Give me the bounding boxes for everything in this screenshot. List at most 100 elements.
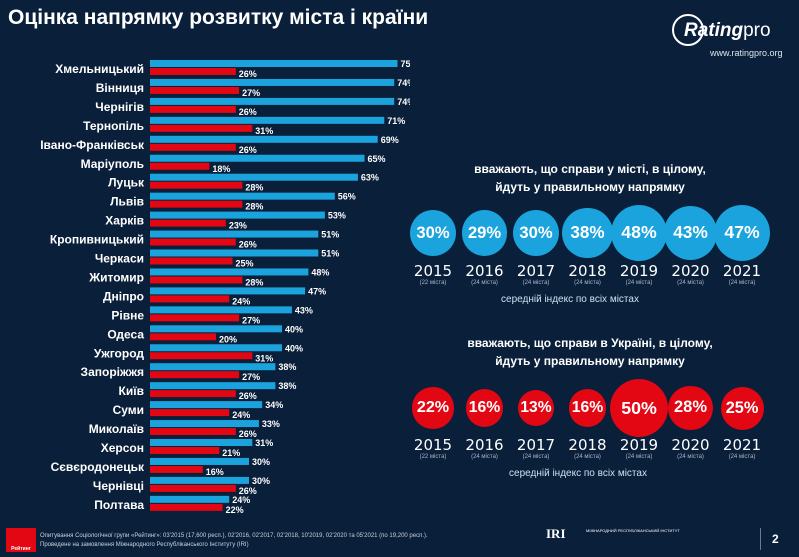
stat-year: 2015 [413,436,453,454]
footer-line-2: Проведене на замовлення Міжнародного Рес… [40,542,249,548]
category-label: Сєвєродонецьк [51,460,145,474]
city-bar-value: 34% [265,400,283,410]
city-bar [150,230,319,238]
country-bar [150,200,243,208]
stat-circle: 16% [465,389,504,427]
stat-circle: 30% [513,210,559,256]
stat-note: (24 міста) [574,280,601,286]
city-bar [150,192,335,200]
city-bar-value: 31% [255,438,273,448]
country-bar-value: 22% [226,505,244,515]
country-bar-value: 31% [255,353,273,363]
stat-circle: 38% [562,207,613,259]
country-bar-value: 28% [245,277,263,287]
iri-logo: IRI [546,526,566,541]
stat-circle: 13% [518,390,554,426]
category-label: Харків [105,214,144,228]
country-bar-value: 20% [219,334,237,344]
city-stats-heading: вважають, що справи у місті, в цілому, й… [474,162,706,194]
country-bar-value: 21% [222,448,240,458]
stat-circle: 28% [668,385,713,431]
country-bar [150,447,220,454]
footer-line-1: Опитування Соціологічної групи «Рейтинг»… [40,533,428,539]
city-bar-value: 51% [321,230,339,240]
country-bar-value: 23% [229,221,247,231]
category-label: Кропивницький [50,233,144,247]
city-bar-value: 24% [232,495,250,505]
stat-year: 2018 [568,436,607,454]
country-bar-value: 25% [236,259,254,269]
stat-circle: 30% [410,210,456,256]
stat-year: 2021 [722,262,762,280]
city-bar-value: 33% [262,419,280,429]
city-bar [150,268,309,276]
city-bar-value: 40% [285,324,303,334]
country-bar-value: 28% [245,183,263,193]
city-bar-value: 74% [397,78,410,88]
country-bar [150,352,253,360]
category-label: Черкаси [95,252,144,266]
stat-note: (24 міста) [677,280,704,286]
category-label: Житомир [88,270,144,284]
stat-year: 2017 [516,436,556,454]
country-bar [150,428,236,436]
city-bar-value: 63% [361,173,379,183]
category-label: Дніпро [103,289,144,303]
stat-year: 2020 [671,262,710,280]
country-bar-value: 26% [239,391,257,401]
city-bar-value: 40% [285,343,303,353]
stat-circle: 22% [412,387,454,429]
stat-year: 2016 [465,436,504,454]
city-bar-value: 30% [252,457,270,467]
stat-circle: 48% [610,204,668,262]
country-avg-label: середній індекс по всіх містах [509,468,647,479]
stat-note: (24 міста) [625,280,653,286]
country-bar [150,503,223,511]
footer-source: Опитування Соціологічної групи «Рейтинг»… [40,532,428,550]
stat-note: (24 міста) [728,454,756,460]
city-bar-value: 74% [397,97,410,107]
city-bar-value: 38% [278,362,296,372]
country-bar-value: 27% [242,315,260,325]
category-label: Чернівці [93,479,144,493]
city-bar-value: 65% [368,154,386,164]
city-bar [150,173,358,181]
footer-divider [760,528,761,550]
city-bar [150,211,325,219]
stat-note: (24 міста) [471,280,498,286]
city-bar-value: 48% [311,267,329,277]
category-label: Херсон [101,441,144,455]
stat-year: 2016 [465,262,504,280]
country-bar-value: 26% [239,145,257,155]
category-label: Хмельницький [55,62,144,76]
country-bar-value: 26% [239,107,257,117]
stat-circle: 16% [568,389,607,427]
country-bar-value: 28% [245,202,263,212]
category-label: Маріуполь [81,157,144,171]
page-number: 2 [772,532,779,546]
country-bar [150,484,236,492]
country-bar-value: 24% [232,296,250,306]
stat-year: 2015 [413,262,453,280]
country-bar-value: 26% [239,69,257,79]
stat-note: (24 міста) [574,454,601,460]
category-label: Одеса [107,327,144,341]
stat-note: (24 міста) [522,454,550,460]
city-bar-chart: Хмельницький 75% 26% Вінниця 74% 27% Чернігів 7… [40,59,410,515]
category-label: Луцьк [108,176,145,190]
city-bar [150,439,253,446]
stat-year: 2019 [619,436,659,454]
city-bar-value: 56% [338,192,356,202]
country-bar [150,257,233,265]
country-bar [150,238,236,246]
country-bar [150,371,240,379]
country-bar [150,162,210,170]
city-bar-value: 30% [252,476,270,486]
country-bar [150,409,230,417]
city-bar [150,325,282,333]
category-label: Рівне [111,308,144,322]
country-bar [150,333,216,341]
city-avg-label: середній індекс по всіх містах [501,294,639,305]
category-label: Чернігів [95,100,144,114]
stat-circle: 43% [663,206,718,260]
